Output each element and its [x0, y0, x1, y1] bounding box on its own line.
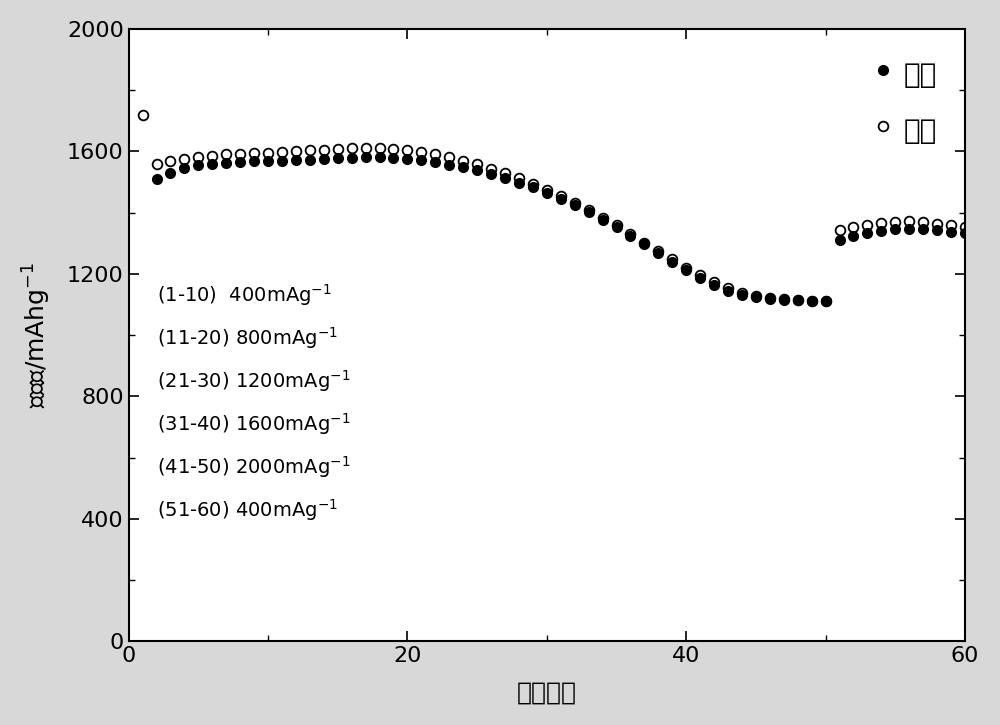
- Text: (41-50) 2000mAg$^{-1}$: (41-50) 2000mAg$^{-1}$: [157, 454, 350, 480]
- 充电: [360, 153, 372, 162]
- 充电: [178, 164, 190, 173]
- 充电: [151, 175, 163, 183]
- 充电: [276, 157, 288, 165]
- 充电: [234, 158, 246, 167]
- 充电: [959, 228, 971, 237]
- 充电: [820, 297, 832, 305]
- 放电: [652, 247, 664, 255]
- 放电: [820, 297, 832, 306]
- Text: (31-40) 1600mAg$^{-1}$: (31-40) 1600mAg$^{-1}$: [157, 411, 350, 437]
- Text: (21-30) 1200mAg$^{-1}$: (21-30) 1200mAg$^{-1}$: [157, 368, 350, 394]
- Y-axis label: 比容量/mAhg$^{-1}$: 比容量/mAhg$^{-1}$: [21, 262, 53, 408]
- Text: (51-60) 400mAg$^{-1}$: (51-60) 400mAg$^{-1}$: [157, 497, 338, 523]
- Text: (11-20) 800mAg$^{-1}$: (11-20) 800mAg$^{-1}$: [157, 326, 338, 351]
- 充电: [583, 208, 595, 217]
- 充电: [374, 153, 386, 162]
- 放电: [346, 144, 358, 153]
- 充电: [750, 293, 762, 302]
- Line: 放电: 放电: [138, 109, 970, 306]
- Line: 充电: 充电: [152, 153, 970, 306]
- 放电: [415, 147, 427, 156]
- Text: (1-10)  400mAg$^{-1}$: (1-10) 400mAg$^{-1}$: [157, 282, 331, 308]
- 放电: [137, 110, 149, 119]
- X-axis label: 循环次数: 循环次数: [517, 680, 577, 704]
- 放电: [276, 148, 288, 157]
- Legend: 充电, 放电: 充电, 放电: [862, 43, 951, 160]
- 放电: [374, 144, 386, 153]
- 放电: [401, 146, 413, 154]
- 放电: [959, 223, 971, 231]
